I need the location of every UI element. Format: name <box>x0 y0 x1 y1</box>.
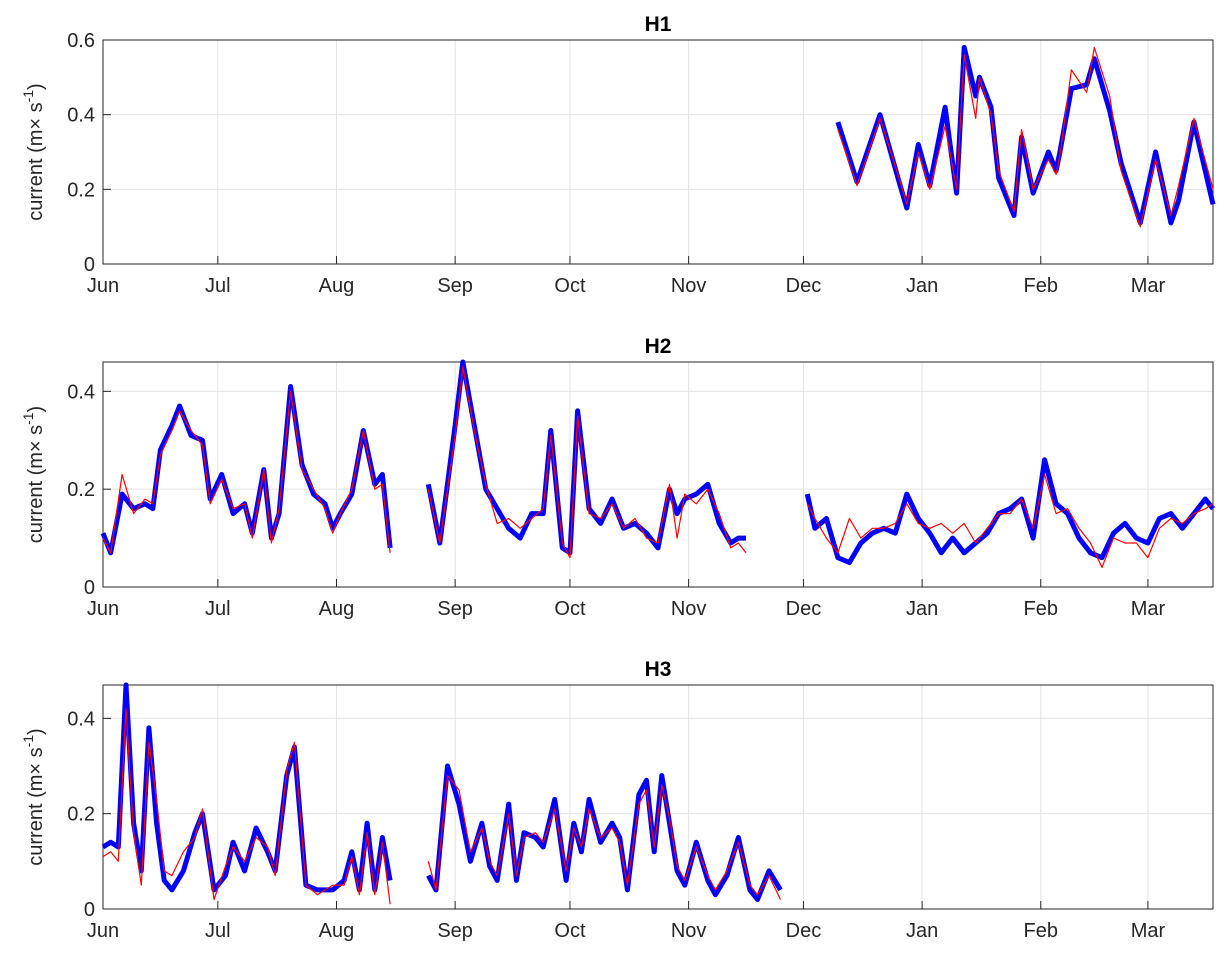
axes-box <box>102 361 1214 588</box>
y-tick-label: 0 <box>84 899 95 921</box>
x-tick-label: Sep <box>437 598 473 620</box>
y-tick-label: 0.2 <box>67 804 95 826</box>
x-tick-label: Feb <box>1024 275 1058 297</box>
x-tick-label: Dec <box>786 920 822 942</box>
y-tick-label: 0.4 <box>67 381 95 403</box>
x-tick-label: Jan <box>906 598 938 620</box>
x-tick-label: Sep <box>437 920 473 942</box>
y-tick-label: 0.2 <box>67 179 95 201</box>
y-axis-label-sup: -1 <box>20 412 36 425</box>
x-tick-label: Dec <box>786 598 822 620</box>
x-tick-label: Mar <box>1131 275 1166 297</box>
y-tick-label: 0 <box>84 577 95 599</box>
chart-title: H2 <box>645 335 672 358</box>
x-tick-label: Jun <box>87 275 119 297</box>
y-axis-label: current (m× s-1) <box>20 406 47 543</box>
x-tick-label: Jul <box>205 920 231 942</box>
y-axis-label-main: current (m× s <box>25 747 47 865</box>
data-line <box>102 366 1214 568</box>
y-axis-label-sup: -1 <box>20 735 36 748</box>
x-tick-label: Aug <box>319 920 355 942</box>
x-tick-label: Nov <box>671 920 707 942</box>
y-axis-label-end: ) <box>25 83 47 90</box>
plot-area <box>103 40 1213 264</box>
x-tick-label: Aug <box>319 598 355 620</box>
x-tick-label: Oct <box>554 598 586 620</box>
x-tick-label: Jun <box>87 920 119 942</box>
x-tick-label: Jan <box>906 920 938 942</box>
x-tick-label: Jan <box>906 275 938 297</box>
x-tick-label: Jun <box>87 598 119 620</box>
y-tick-label: 0.4 <box>67 105 95 127</box>
x-tick-label: Jul <box>205 275 231 297</box>
x-tick-label: Nov <box>671 598 707 620</box>
x-tick-label: Feb <box>1024 920 1058 942</box>
y-tick-label: 0.2 <box>67 479 95 501</box>
data-line <box>835 45 1216 226</box>
y-axis-label-main: current (m× s <box>25 102 47 220</box>
panel: Jun Jul Aug Sep Oct Nov Dec Jan Feb Mar 0 0.2 0.4 H3 c… <box>20 658 1214 942</box>
x-tick-label: Nov <box>671 275 707 297</box>
y-tick-label: 0 <box>84 254 95 276</box>
x-tick-label: Dec <box>786 275 822 297</box>
x-tick-label: Aug <box>319 275 355 297</box>
y-axis-label-end: ) <box>25 406 47 413</box>
axes-box <box>102 39 1214 265</box>
x-tick-label: Mar <box>1131 920 1166 942</box>
chart-title: H3 <box>645 658 672 681</box>
axes-box <box>102 684 1214 910</box>
y-tick-label: 0.6 <box>67 30 95 52</box>
x-tick-label: Sep <box>437 275 473 297</box>
panel: Jun Jul Aug Sep Oct Nov Dec Jan Feb Mar 0 0.2 0.4 0.6… <box>20 13 1216 297</box>
y-axis-label-sup: -1 <box>20 90 36 103</box>
data-line <box>837 46 1214 228</box>
data-line <box>102 708 782 905</box>
y-axis-label-main: current (m× s <box>25 425 47 543</box>
x-tick-label: Oct <box>554 275 586 297</box>
chart-title: H1 <box>645 13 672 36</box>
x-tick-label: Jul <box>205 598 231 620</box>
x-tick-label: Mar <box>1131 598 1166 620</box>
y-axis-label: current (m× s-1) <box>20 728 47 865</box>
y-axis-label-end: ) <box>25 728 47 735</box>
x-tick-label: Feb <box>1024 598 1058 620</box>
y-axis-label: current (m× s-1) <box>20 83 47 220</box>
panel: Jun Jul Aug Sep Oct Nov Dec Jan Feb Mar 0 0.2 0.4 H2 c… <box>20 335 1215 620</box>
x-tick-label: Oct <box>554 920 586 942</box>
y-tick-label: 0.4 <box>67 708 95 730</box>
